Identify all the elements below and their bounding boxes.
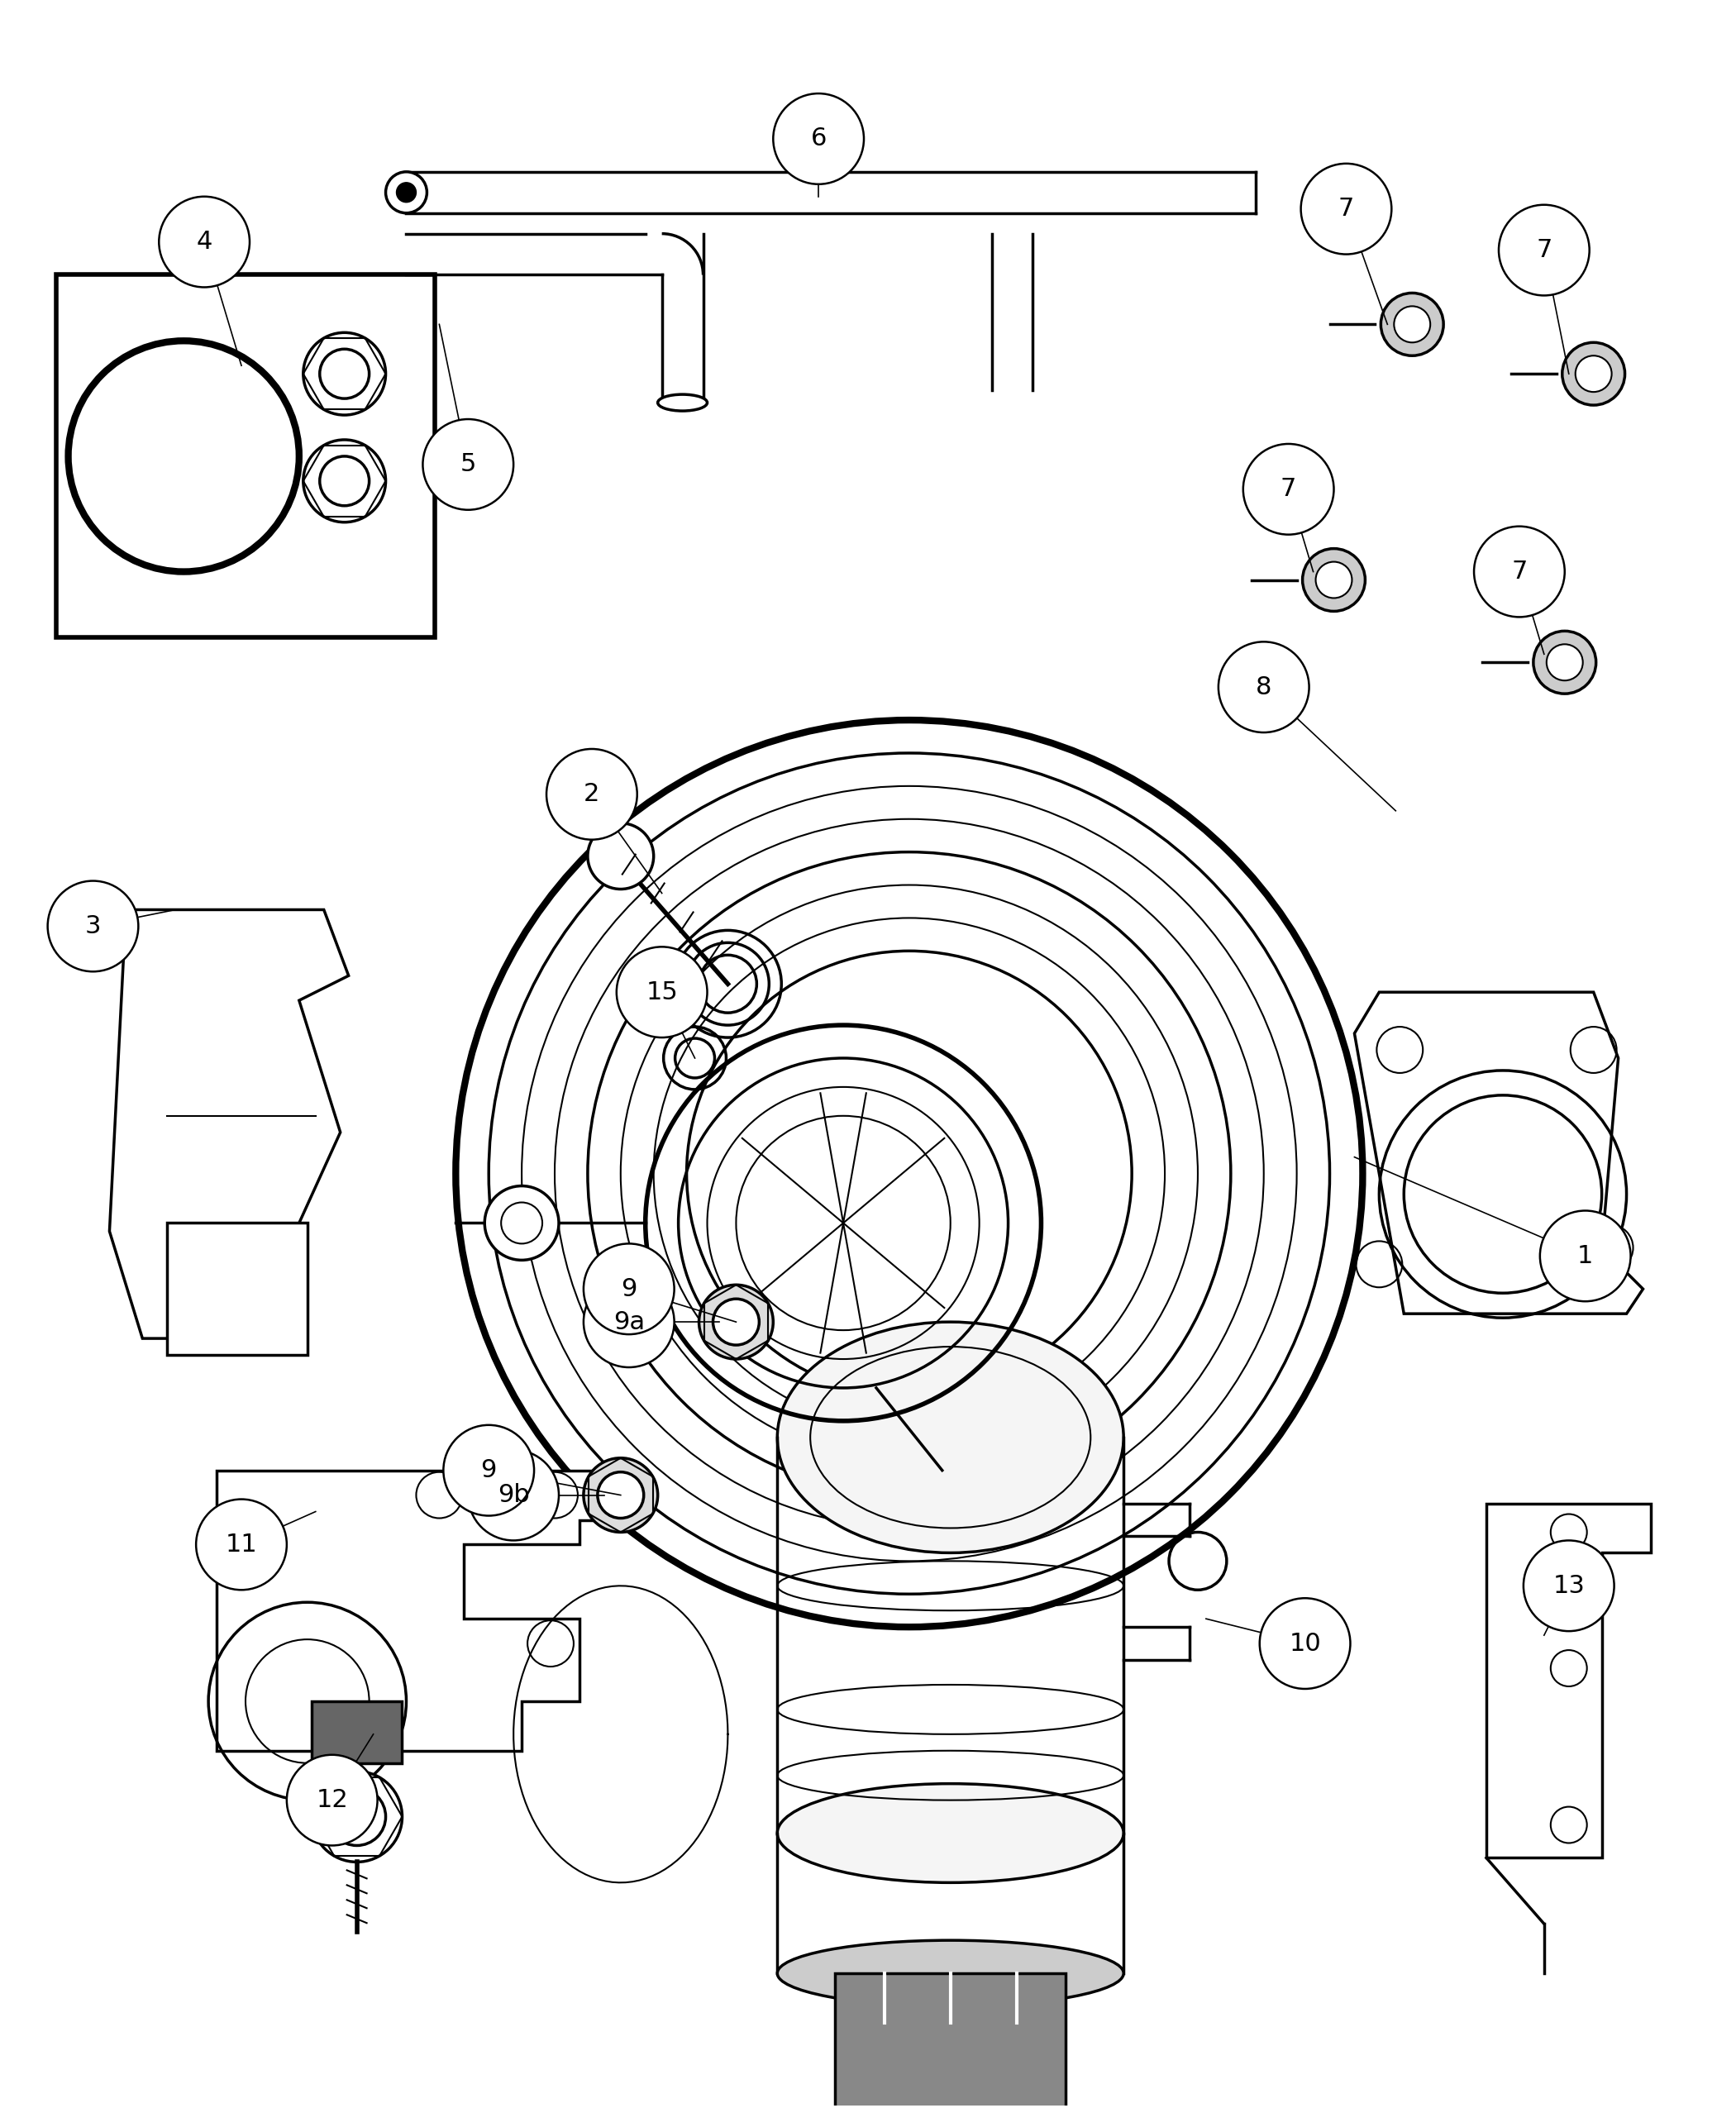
Bar: [56, 274, 436, 637]
Circle shape: [1547, 645, 1583, 681]
Circle shape: [583, 1277, 674, 1368]
Circle shape: [311, 1771, 403, 1861]
Circle shape: [597, 1471, 644, 1518]
Text: 1: 1: [1578, 1244, 1594, 1269]
Text: 8: 8: [1255, 675, 1272, 700]
Text: 9a: 9a: [613, 1309, 644, 1334]
Ellipse shape: [778, 1939, 1123, 2007]
Bar: [311, 1701, 403, 1762]
Bar: [835, 1973, 1066, 2108]
Circle shape: [1243, 445, 1333, 535]
Circle shape: [396, 183, 417, 202]
Circle shape: [484, 1187, 559, 1261]
Circle shape: [328, 1788, 385, 1844]
Text: 13: 13: [1552, 1575, 1585, 1598]
Circle shape: [469, 1450, 559, 1541]
Polygon shape: [1486, 1503, 1651, 1857]
Circle shape: [1524, 1541, 1614, 1632]
Circle shape: [773, 93, 865, 183]
Ellipse shape: [778, 1783, 1123, 1882]
Circle shape: [547, 748, 637, 839]
Text: 3: 3: [85, 915, 101, 938]
Text: 12: 12: [316, 1788, 349, 1813]
Circle shape: [424, 419, 514, 510]
Polygon shape: [109, 911, 349, 1339]
Text: 6: 6: [811, 126, 826, 152]
Circle shape: [583, 1244, 674, 1334]
Circle shape: [1219, 641, 1309, 731]
Text: 5: 5: [460, 453, 476, 476]
Text: 10: 10: [1288, 1632, 1321, 1655]
Polygon shape: [217, 1471, 637, 1750]
Circle shape: [589, 822, 654, 890]
Text: 7: 7: [1512, 561, 1528, 584]
Text: 7: 7: [1338, 196, 1354, 221]
Circle shape: [443, 1425, 535, 1516]
Circle shape: [385, 173, 427, 213]
Circle shape: [196, 1499, 286, 1589]
Bar: [167, 1223, 307, 1355]
Ellipse shape: [658, 394, 707, 411]
Circle shape: [583, 1459, 658, 1533]
Circle shape: [160, 196, 250, 287]
Circle shape: [1575, 356, 1611, 392]
Ellipse shape: [778, 1322, 1123, 1554]
Circle shape: [1394, 306, 1430, 341]
Text: 11: 11: [226, 1533, 257, 1556]
Circle shape: [1498, 204, 1590, 295]
Polygon shape: [1354, 993, 1642, 1313]
Circle shape: [1316, 563, 1352, 599]
Circle shape: [47, 881, 139, 972]
Circle shape: [1380, 293, 1444, 356]
Circle shape: [1562, 341, 1625, 405]
Text: 9: 9: [481, 1459, 496, 1482]
Text: 9: 9: [621, 1277, 637, 1301]
Circle shape: [1533, 630, 1595, 694]
Circle shape: [713, 1299, 759, 1345]
Text: 9b: 9b: [498, 1484, 529, 1507]
Circle shape: [1474, 527, 1564, 618]
Text: 2: 2: [583, 782, 601, 805]
Circle shape: [1260, 1598, 1351, 1689]
Text: 4: 4: [196, 230, 212, 253]
Circle shape: [286, 1754, 377, 1844]
Circle shape: [1540, 1210, 1630, 1301]
Text: 7: 7: [1281, 476, 1297, 502]
Circle shape: [616, 946, 707, 1037]
Text: 7: 7: [1536, 238, 1552, 261]
Circle shape: [1300, 164, 1392, 255]
Circle shape: [1302, 548, 1364, 611]
Text: 15: 15: [646, 980, 677, 1003]
Circle shape: [700, 1286, 773, 1360]
